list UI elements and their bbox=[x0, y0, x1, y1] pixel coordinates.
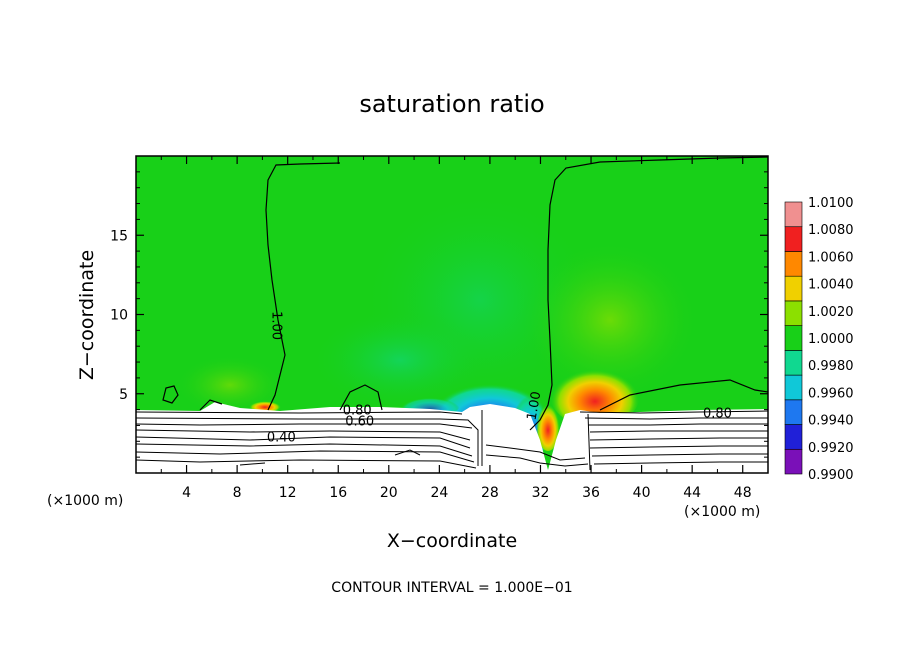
colorbar-swatch bbox=[784, 325, 803, 351]
colorbar-label: 1.0040 bbox=[808, 278, 854, 293]
x-tick-label: 32 bbox=[532, 485, 550, 501]
x-tick-label: 16 bbox=[329, 485, 347, 501]
colorbar-label: 1.0080 bbox=[808, 223, 854, 238]
colorbar-swatch bbox=[784, 275, 803, 302]
colorbar-swatch bbox=[784, 374, 803, 401]
axis-ticks bbox=[136, 156, 768, 473]
contour-label: 1.00 bbox=[269, 311, 284, 340]
contour-label: 0.40 bbox=[267, 430, 296, 445]
colorbar-label: 1.0060 bbox=[808, 250, 854, 265]
x-tick-label: 8 bbox=[233, 485, 242, 501]
x-tick-label: 40 bbox=[633, 485, 651, 501]
plot-area bbox=[136, 156, 768, 473]
colorbar-swatch bbox=[784, 251, 803, 277]
x-tick-label: 48 bbox=[734, 485, 752, 501]
chart-title: saturation ratio bbox=[359, 90, 544, 118]
x-tick-label: 36 bbox=[582, 485, 600, 501]
colorbar-swatch bbox=[784, 448, 803, 475]
contour-interval-note: CONTOUR INTERVAL = 1.000E−01 bbox=[331, 580, 572, 596]
contour-label: 1.00 bbox=[525, 390, 545, 421]
saturation-contours bbox=[162, 156, 768, 431]
contour-label: 0.80 bbox=[343, 403, 372, 418]
colorbar-swatch bbox=[784, 424, 803, 450]
x-tick-label: 44 bbox=[683, 485, 701, 501]
colorbar-swatch bbox=[784, 226, 803, 252]
colorbar-label: 0.9940 bbox=[808, 414, 854, 429]
x-tick-label: 4 bbox=[182, 485, 191, 501]
red-patch-valley bbox=[536, 399, 560, 451]
colorbar-label: 0.9960 bbox=[808, 386, 854, 401]
red-patch-right bbox=[550, 363, 640, 427]
x-tick-label: 12 bbox=[279, 485, 297, 501]
lime-plume-left bbox=[175, 355, 285, 415]
colorbar-label: 1.0100 bbox=[808, 196, 854, 211]
colorbar-label: 1.0020 bbox=[808, 305, 854, 320]
lime-plume-right bbox=[520, 240, 700, 400]
y-tick-label: 5 bbox=[119, 387, 128, 403]
colorbar: 0.9900 0.9920 0.9940 0.9960 0.9980 1.0000 1.00… bbox=[784, 196, 854, 483]
colorbar-swatch bbox=[784, 350, 803, 376]
x-unit-label-left: (×1000 m) bbox=[47, 493, 123, 509]
x-unit-label-right: (×1000 m) bbox=[684, 504, 760, 520]
colorbar-swatch bbox=[784, 201, 803, 228]
y-axis-label: Z−coordinate bbox=[76, 250, 98, 380]
colorbar-label: 0.9980 bbox=[808, 359, 854, 374]
y-tick-label: 10 bbox=[110, 308, 128, 324]
colorbar-swatch bbox=[784, 300, 803, 326]
colorbar-label: 1.0000 bbox=[808, 332, 854, 347]
contour-label: 0.60 bbox=[345, 414, 374, 429]
contour-lines bbox=[136, 410, 768, 471]
colorbar-label: 0.9900 bbox=[808, 468, 854, 483]
x-tick-label: 24 bbox=[430, 485, 448, 501]
contour-labels: 1.001.000.800.600.400.80 bbox=[267, 311, 732, 445]
colorbar-swatch bbox=[784, 399, 803, 425]
colorbar-label: 0.9920 bbox=[808, 441, 854, 456]
red-patch-left bbox=[249, 400, 281, 412]
x-tick-label: 20 bbox=[380, 485, 398, 501]
x-axis-label: X−coordinate bbox=[387, 530, 517, 552]
contour-label: 0.80 bbox=[703, 407, 732, 422]
y-tick-label: 15 bbox=[110, 228, 128, 244]
x-tick-label: 28 bbox=[481, 485, 499, 501]
